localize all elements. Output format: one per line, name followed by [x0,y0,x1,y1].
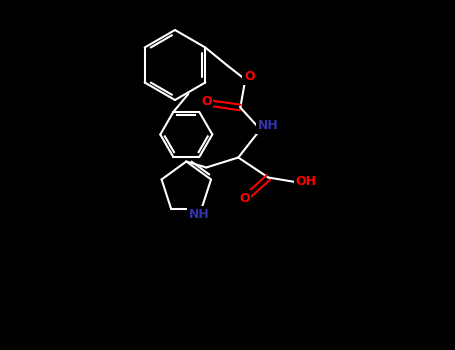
Text: O: O [239,192,250,205]
Text: NH: NH [189,208,210,221]
Text: NH: NH [258,119,278,132]
Text: OH: OH [296,175,317,188]
Text: O: O [244,70,255,83]
Text: O: O [201,95,212,108]
